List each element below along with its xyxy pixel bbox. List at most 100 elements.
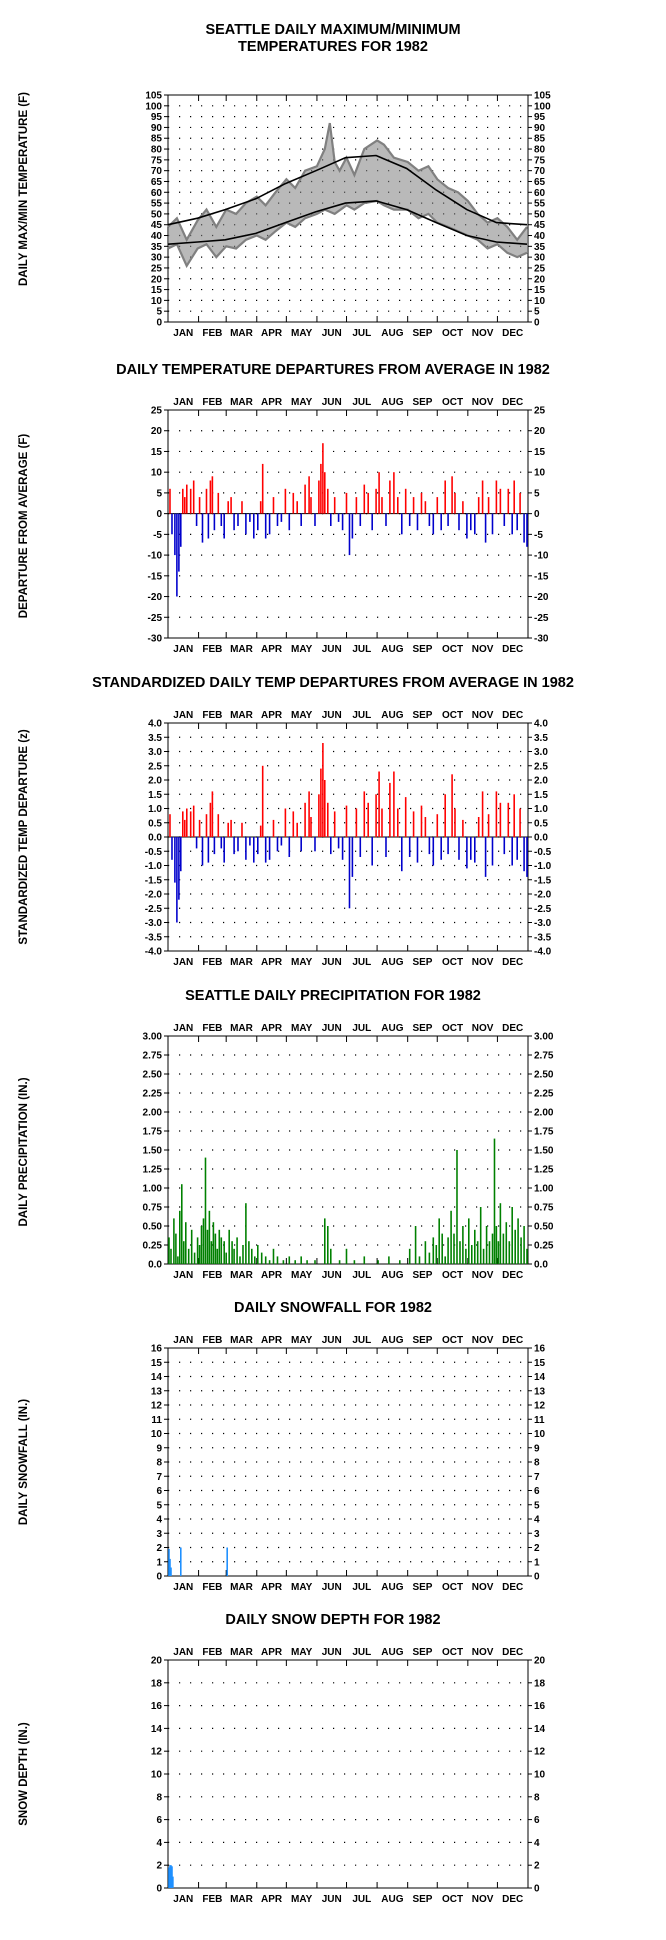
dep-bar: [304, 484, 306, 514]
temp-ytick-label-left: 50: [151, 209, 163, 220]
std-bar: [458, 837, 460, 860]
temp-month-label-bottom: FEB: [202, 328, 222, 339]
depth-ytick-label-right: 16: [534, 1701, 546, 1712]
dep-bar: [264, 513, 267, 539]
precip-bar: [526, 1248, 528, 1264]
std-ytick-label-left: 3.0: [148, 747, 162, 758]
precip-bar: [218, 1229, 221, 1264]
precip-ytick-label-left: 2.50: [143, 1070, 163, 1081]
temp-ytick-label-right: 90: [534, 123, 546, 134]
temp-ytick-label-left: 100: [145, 101, 162, 112]
precip-bar: [338, 1260, 341, 1264]
std-month-label-bottom: APR: [261, 957, 283, 968]
snow-ytick-label-right: 12: [534, 1401, 546, 1412]
dep-frame: [167, 409, 529, 639]
precip-ytick-label-right: 0.25: [534, 1241, 554, 1252]
precip-ytick-label-right: 1.25: [534, 1165, 554, 1176]
std-bar: [470, 837, 472, 860]
std-ytick-label-right: 2.0: [534, 776, 548, 787]
std-ytick-label-right: -3.0: [534, 918, 552, 929]
std-bar: [462, 819, 464, 837]
dep-bar: [184, 497, 186, 514]
snow-month-label-top: FEB: [202, 1335, 222, 1346]
std-ytick-label-left: 4.0: [148, 719, 162, 730]
std-bar: [192, 805, 195, 837]
dep-month-label-top: APR: [261, 397, 283, 408]
precip-bar: [177, 1256, 179, 1264]
std-month-label-bottom: OCT: [442, 957, 463, 968]
std-bar: [264, 837, 267, 863]
dep-bar: [513, 480, 515, 514]
dep-month-label-top: NOV: [472, 397, 494, 408]
std-ytick-label-right: 2.5: [534, 761, 548, 772]
dep-bar: [416, 513, 419, 531]
snowfall-ylabel: DAILY SNOWFALL (IN.): [18, 1398, 30, 1526]
dep-bar: [198, 497, 201, 514]
dep-bar: [314, 513, 316, 526]
depth-ytick-label-right: 2: [534, 1861, 540, 1872]
dep-bar: [337, 513, 340, 522]
dep-bar: [466, 513, 468, 539]
precip-ytick-label-right: 1.50: [534, 1146, 554, 1157]
precip-bar: [493, 1138, 496, 1264]
temp-ytick-label-right: 45: [534, 220, 546, 231]
precip-bar: [314, 1260, 316, 1264]
std-bar: [241, 822, 243, 838]
dep-month-label-bottom: FEB: [202, 644, 222, 655]
std-ytick-label-left: 2.5: [148, 761, 162, 772]
temp-ytick-label-left: 75: [151, 155, 163, 166]
std-bar: [351, 837, 354, 877]
precip-month-label-bottom: MAR: [230, 1270, 254, 1281]
precip-bar: [324, 1218, 326, 1264]
precip-bar: [428, 1252, 431, 1264]
depth-month-label-top: APR: [261, 1647, 283, 1658]
depth-month-label-bottom: AUG: [381, 1894, 403, 1905]
dep-bar: [178, 513, 180, 572]
std-bar: [320, 768, 322, 837]
dep-month-label-bottom: AUG: [381, 644, 403, 655]
std-month-label-top: OCT: [442, 710, 463, 721]
depth-month-label-top: NOV: [472, 1647, 494, 1658]
std-bar: [327, 802, 329, 837]
std-bar: [477, 817, 480, 837]
precip-bar: [441, 1233, 443, 1264]
snow-bar: [180, 1547, 182, 1576]
snow-ytick-label-right: 13: [534, 1386, 546, 1397]
dep-ytick-label-left: 15: [151, 447, 163, 458]
depth-month-label-bottom: NOV: [472, 1894, 494, 1905]
std-bar: [444, 794, 446, 838]
dep-bar: [462, 501, 464, 514]
dep-ytick-label-left: -5: [153, 530, 162, 541]
dep-bar: [174, 513, 176, 556]
std-bar: [513, 794, 515, 838]
std-bar: [198, 819, 201, 837]
std-bar: [436, 814, 439, 837]
dep-bar: [230, 497, 232, 514]
std-ytick-label-left: -4.0: [145, 947, 163, 958]
depth-ytick-label-right: 6: [534, 1815, 540, 1826]
departure-title: DAILY TEMPERATURE DEPARTURES FROM AVERAG…: [116, 362, 550, 378]
dep-bar: [355, 497, 358, 514]
dep-bar: [259, 501, 262, 514]
dep-month-label-top: SEP: [412, 397, 432, 408]
dep-bar: [420, 492, 423, 514]
dep-bar: [481, 480, 484, 514]
depth-month-label-bottom: SEP: [412, 1894, 432, 1905]
snow-ytick-label-left: 8: [156, 1458, 162, 1469]
dep-bar: [245, 513, 247, 535]
dep-bar: [428, 513, 431, 526]
depth-ytick-label-left: 14: [151, 1724, 163, 1735]
dep-bar: [371, 513, 373, 531]
precip-bar: [468, 1218, 470, 1264]
std-bar: [454, 808, 456, 837]
snow-bar: [226, 1547, 228, 1576]
dep-ytick-label-left: -30: [148, 634, 163, 645]
precip-ytick-label-right: 2.50: [534, 1070, 554, 1081]
std-bar: [378, 771, 380, 837]
depth-month-label-bottom: DEC: [502, 1894, 523, 1905]
dep-month-label-top: JUN: [322, 397, 342, 408]
dep-bar: [458, 513, 460, 531]
precip-bar: [414, 1226, 417, 1264]
precip-month-label-top: MAY: [291, 1023, 313, 1034]
std-month-label-bottom: DEC: [502, 957, 523, 968]
